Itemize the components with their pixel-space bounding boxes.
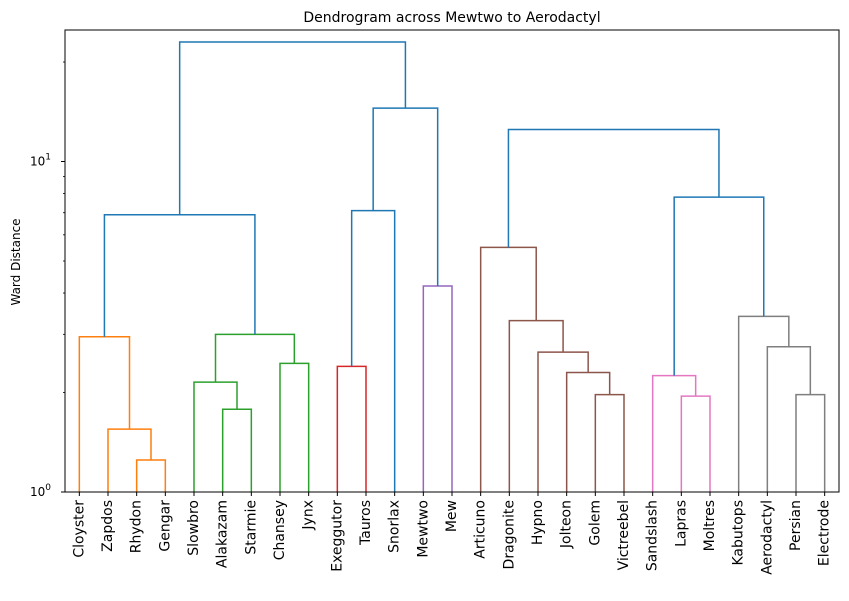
link-m12 [594,393,625,492]
link-m8 [103,214,256,337]
link-m18 [651,374,697,492]
dendrogram-links [78,41,826,492]
x-axis: Cloyster Zapdos Rhydon Gengar Slowbro Alakaza… [71,492,833,575]
leaf-label: Electrode [817,500,833,566]
link-m6 [279,362,310,492]
leaf-label: Cloyster [71,500,87,558]
leaf-label: Kabutops [731,500,747,566]
leaf-label: Exeggutor [329,500,345,572]
leaf-label: Rhydon [129,500,145,553]
plot-frame [64,29,840,493]
y-tick-label: 100 [30,483,51,499]
y-tick-label: 101 [30,153,51,169]
leaf-label: Tauros [358,500,374,546]
leaf-label: Persian [788,500,804,551]
link-m23 [507,128,720,248]
leaf-label: Zapdos [100,500,116,552]
link-m7 [214,333,296,383]
link-m5 [193,381,238,492]
leaf-label: Golem [587,500,603,546]
link-m15 [508,319,564,492]
leaf-label: Articuno [473,500,489,559]
leaf-label: Jolteon [559,500,575,549]
y-axis: 100 101 [30,61,65,499]
link-m22 [673,196,765,376]
leaf-label: Gengar [157,500,173,552]
link-m25 [178,41,407,215]
leaf-label: Starmie [243,500,259,555]
chart-title: Dendrogram across Mewtwo to Aerodactyl [303,10,600,26]
link-m3 [78,335,131,492]
link-m13 [565,371,611,492]
leaf-label: Jynx [301,500,317,531]
leaf-label: Chansey [272,500,288,560]
leaf-label: Moltres [702,500,718,551]
leaf-label: Alakazam [215,500,231,568]
link-m20 [766,346,812,492]
leaf-label: Snorlax [387,500,403,553]
link-m19 [795,393,826,492]
link-m4 [221,408,253,492]
link-m17 [680,395,711,492]
leaf-label: Dragonite [501,500,517,569]
leaf-label: Mew [444,500,460,532]
leaf-label: Mewtwo [415,500,431,558]
leaf-label: Victreebel [616,500,632,570]
link-m1 [135,459,167,492]
link-m24 [372,107,439,287]
link-m11 [350,209,396,492]
y-axis-label: Ward Distance [9,218,23,305]
link-m9 [336,365,367,492]
leaf-label: Hypno [530,500,546,545]
link-m21 [737,315,790,492]
link-m16 [479,246,537,492]
leaf-label: Slowbro [186,500,202,556]
link-m10 [422,285,453,492]
leaf-label: Aerodactyl [759,500,775,575]
leaf-label: Lapras [673,500,689,547]
leaf-label: Sandslash [645,500,661,571]
